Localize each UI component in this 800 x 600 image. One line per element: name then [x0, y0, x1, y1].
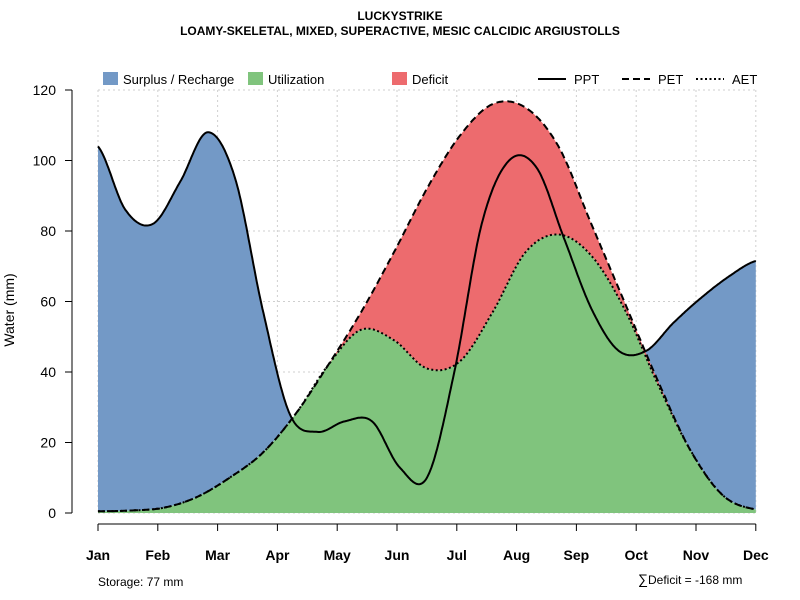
legend-label: AET: [732, 72, 757, 87]
y-tick-label: 80: [40, 223, 56, 239]
y-tick-label: 0: [48, 505, 56, 521]
chart-subtitle: LOAMY-SKELETAL, MIXED, SUPERACTIVE, MESI…: [180, 24, 620, 38]
legend: Surplus / Recharge Utilization Deficit PPT P…: [103, 72, 757, 87]
x-tick-label-sep: Sep: [564, 547, 590, 563]
area-fills: [98, 101, 756, 513]
legend-item-deficit: Deficit: [392, 72, 449, 87]
x-tick-label-aug: Aug: [503, 547, 530, 563]
legend-label: Deficit: [412, 72, 449, 87]
legend-swatch: [248, 72, 263, 85]
x-tick-label-dec: Dec: [743, 547, 769, 563]
y-tick-label: 120: [33, 82, 57, 98]
utilization-area: [98, 234, 756, 513]
legend-label: Utilization: [268, 72, 324, 87]
y-tick-label: 60: [40, 294, 56, 310]
legend-swatch: [392, 72, 407, 85]
x-tick-label-jan: Jan: [86, 547, 110, 563]
axes: 0 20 40 60 80 100 120 Jan Feb Mar Apr May Jun Jul Aug S…: [33, 82, 769, 563]
deficit-note: ∑Deficit = -168 mm: [638, 571, 742, 587]
legend-item-pet: PET: [622, 72, 683, 87]
chart-title: LUCKYSTRIKE: [357, 9, 443, 23]
legend-item-surplus-recharge: Surplus / Recharge: [103, 72, 234, 87]
x-tick-label-nov: Nov: [683, 547, 710, 563]
aet-line: [98, 233, 757, 513]
legend-item-utilization: Utilization: [248, 72, 324, 87]
y-axis-label: Water (mm): [1, 273, 17, 346]
x-tick-label-jul: Jul: [447, 547, 467, 563]
legend-label: PET: [658, 72, 683, 87]
y-tick-label: 100: [33, 153, 57, 169]
legend-label: Surplus / Recharge: [123, 72, 234, 87]
series-lines: [97, 100, 757, 513]
ppt-line: [97, 131, 757, 486]
y-tick-label: 40: [40, 364, 56, 380]
legend-item-aet: AET: [696, 72, 757, 87]
x-tick-label-oct: Oct: [625, 547, 649, 563]
x-tick-label-feb: Feb: [145, 547, 170, 563]
sum-symbol: ∑: [638, 571, 648, 587]
storage-note: Storage: 77 mm: [98, 575, 184, 589]
deficit-area: [98, 101, 756, 512]
deficit-value: Deficit = -168 mm: [647, 573, 743, 587]
legend-label: PPT: [574, 72, 599, 87]
y-tick-label: 20: [40, 435, 56, 451]
x-tick-label-may: May: [324, 547, 351, 563]
legend-item-ppt: PPT: [538, 72, 599, 87]
x-tick-label-jun: Jun: [385, 547, 410, 563]
x-tick-label-mar: Mar: [205, 547, 230, 563]
surplus-area: [98, 101, 756, 512]
x-tick-label-apr: Apr: [265, 547, 290, 563]
legend-swatch: [103, 72, 118, 85]
